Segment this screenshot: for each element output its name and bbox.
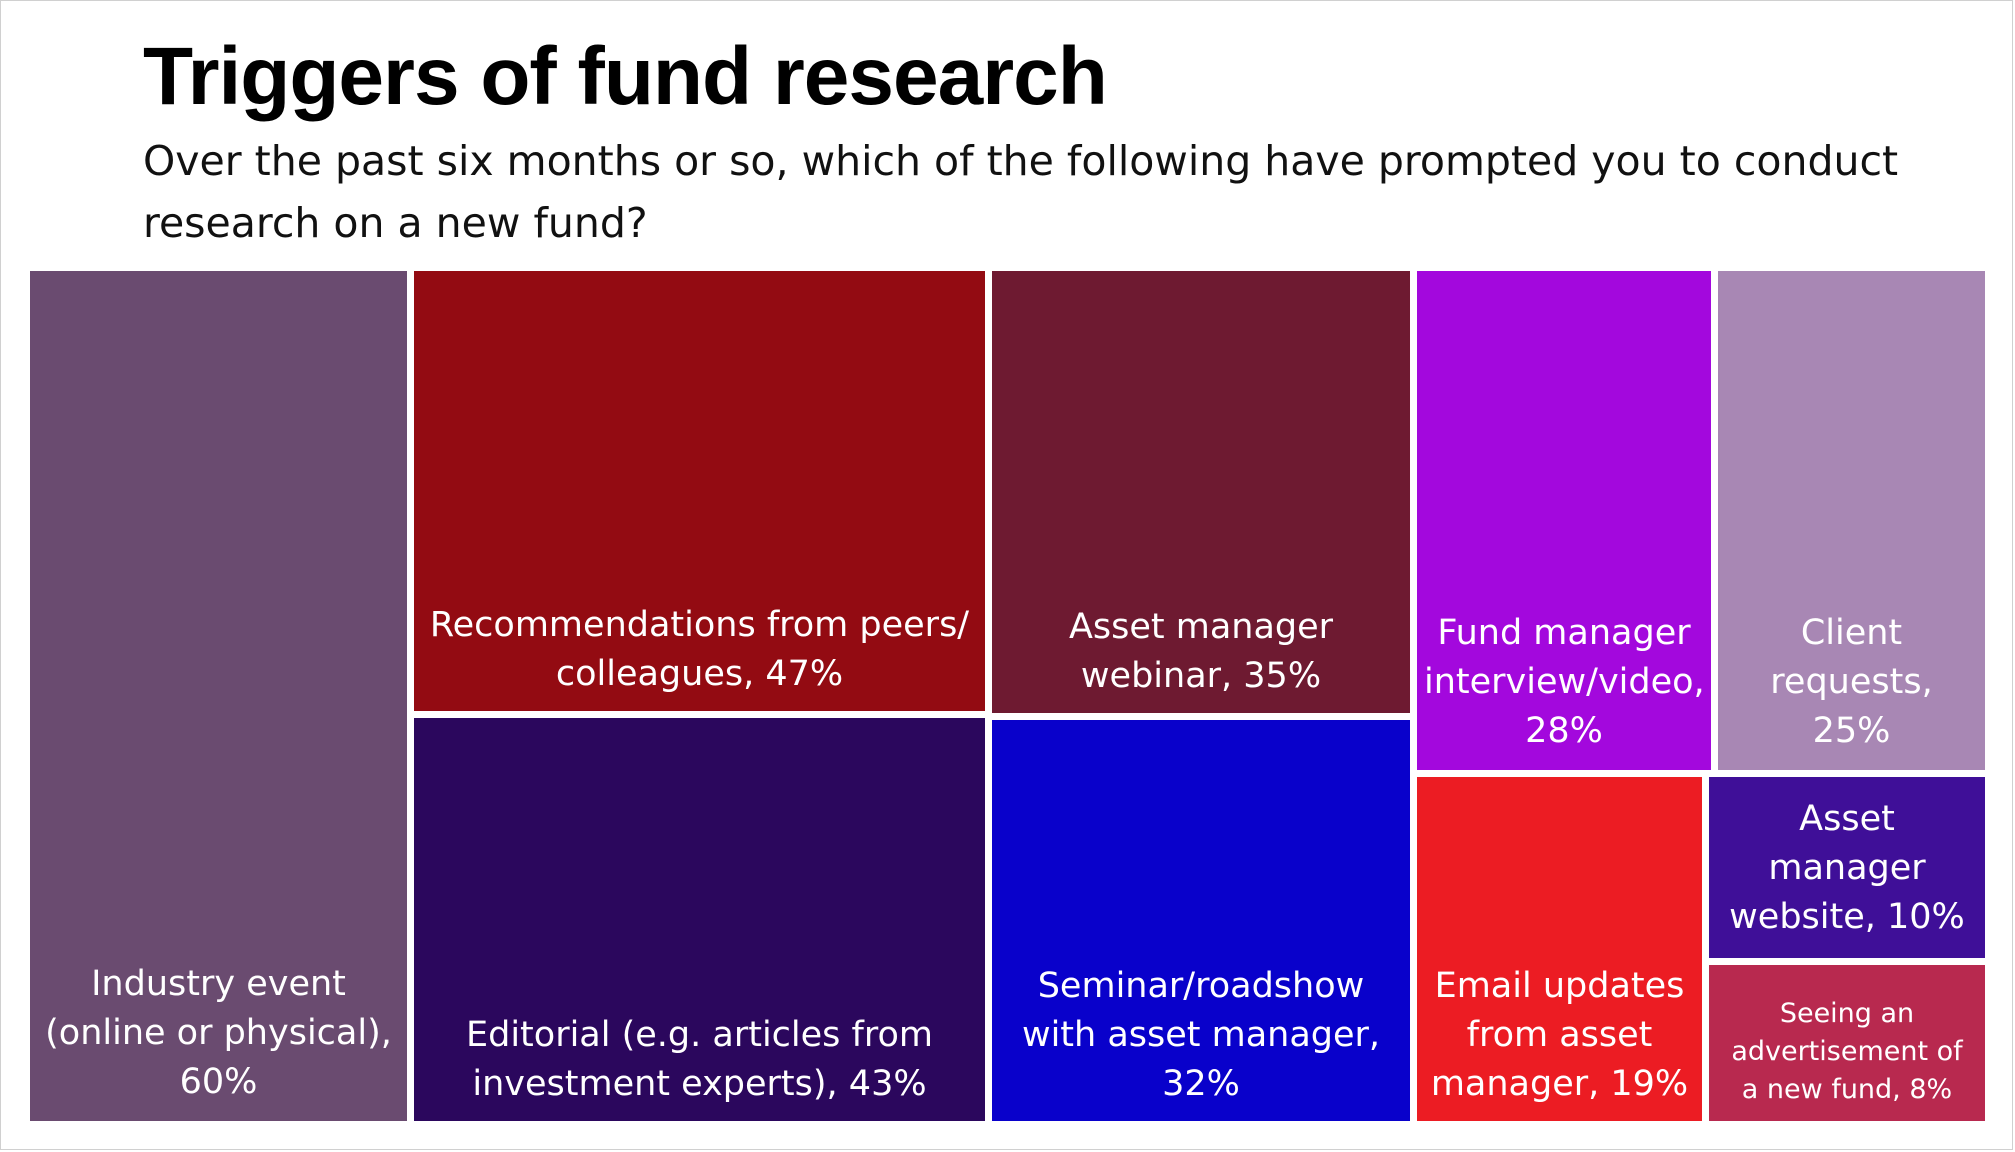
treemap-tile: Industry event (online or physical), 60% xyxy=(30,271,407,1121)
treemap-tile: Asset manager website, 10% xyxy=(1709,777,1985,958)
treemap-tile-label: Industry event (online or physical), 60% xyxy=(45,964,392,1102)
treemap-tile-label: Asset manager webinar, 35% xyxy=(1068,607,1334,696)
treemap-tile-label: Fund manager interview/video, 28% xyxy=(1424,613,1705,751)
treemap-tile: Seeing an advertisement of a new fund, 8… xyxy=(1709,965,1985,1121)
treemap-tile-label: Email updates from asset manager, 19% xyxy=(1430,966,1689,1104)
treemap-tile-label: Editorial (e.g. articles from investment… xyxy=(466,1015,933,1104)
treemap-tile-label: Asset manager website, 10% xyxy=(1729,799,1965,937)
treemap-tile: Recommendations from peers/ colleagues, … xyxy=(414,271,985,711)
treemap-tile: Client requests, 25% xyxy=(1718,271,1985,770)
treemap-tile-label: Recommendations from peers/ colleagues, … xyxy=(429,605,970,694)
treemap-tile-label: Client requests, 25% xyxy=(1770,613,1933,751)
treemap-tile: Editorial (e.g. articles from investment… xyxy=(414,718,985,1121)
treemap-tile: Email updates from asset manager, 19% xyxy=(1417,777,1702,1121)
chart-subtitle: Over the past six months or so, which of… xyxy=(143,137,1899,247)
treemap-tile: Fund manager interview/video, 28% xyxy=(1417,271,1711,770)
treemap-tile-label: Seminar/roadshow with asset manager, 32% xyxy=(1021,966,1381,1104)
treemap-tile-label: Seeing an advertisement of a new fund, 8… xyxy=(1731,998,1963,1105)
treemap-tile: Asset manager webinar, 35% xyxy=(992,271,1410,713)
chart-title: Triggers of fund research xyxy=(143,31,1108,122)
treemap-tile: Seminar/roadshow with asset manager, 32% xyxy=(992,720,1410,1121)
